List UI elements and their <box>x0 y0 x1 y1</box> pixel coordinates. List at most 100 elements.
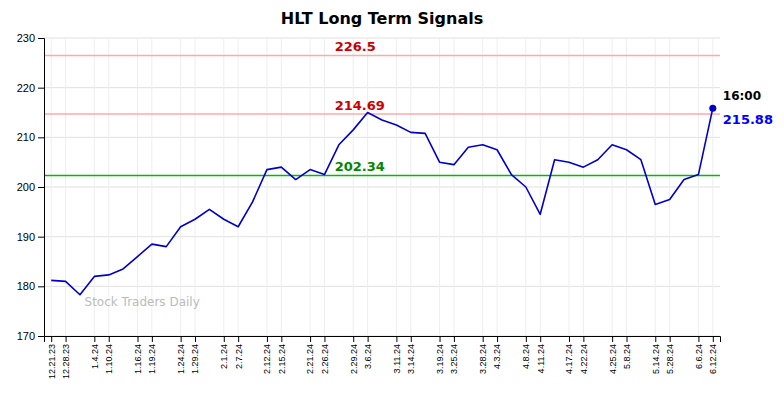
grid-line <box>655 38 656 336</box>
tick-mark <box>324 336 325 342</box>
tick-mark <box>698 336 699 342</box>
grid-line <box>223 38 224 336</box>
tick-label: 5.14.24 <box>651 344 661 374</box>
y-axis: 170180190200210220230 <box>17 32 45 342</box>
grid-line <box>410 38 411 336</box>
tick-label: 3.14.24 <box>406 344 416 374</box>
tick-label: 1.19.24 <box>147 344 157 374</box>
tick: 1.4.24 <box>90 336 100 369</box>
tick-label: 2.29.24 <box>349 344 359 374</box>
reference-label: 202.34 <box>335 159 385 174</box>
tick-label: 3.25.24 <box>449 344 459 374</box>
tick-label: 2.15.24 <box>277 344 287 374</box>
tick-mark <box>396 336 397 342</box>
grid-line <box>698 38 699 336</box>
grid-line <box>540 38 541 336</box>
title: HLT Long Term Signals <box>281 9 483 28</box>
tick-label: 4.25.24 <box>608 344 618 374</box>
tick-label: 200 <box>17 181 35 193</box>
tick-label: 3.11.24 <box>392 344 402 373</box>
tick-label: 230 <box>17 32 35 44</box>
tick-label: 1.10.24 <box>104 344 114 374</box>
line <box>51 108 713 295</box>
tick-mark <box>454 336 455 342</box>
grid-line <box>310 38 311 336</box>
x-axis: 12.21.23 12.28.23 1.4.24 1.10.24 1.16.24 1.19… <box>45 336 721 379</box>
tick: 4.8.24 <box>521 336 531 369</box>
grid-line <box>108 38 109 336</box>
tick-mark <box>109 336 110 342</box>
marks <box>44 55 720 294</box>
tick-label: 2.12.24 <box>262 344 272 374</box>
tick-label: 1.4.24 <box>90 344 100 369</box>
tick-label: 1.24.24 <box>176 344 186 374</box>
grid-line <box>266 38 267 336</box>
tick-label: 6.6.24 <box>694 344 704 369</box>
tick: 3.11.24 <box>392 336 402 373</box>
tick: 1.16.24 <box>133 336 143 374</box>
tick-mark <box>411 336 412 342</box>
tick-mark <box>483 336 484 342</box>
tick-mark <box>569 336 570 342</box>
tick-mark <box>627 336 628 342</box>
tick-mark <box>368 336 369 342</box>
tick: 180 <box>17 280 44 292</box>
tick: 2.7.24 <box>234 336 244 369</box>
tick: 12.28.23 <box>61 336 71 379</box>
tick-mark <box>540 336 541 342</box>
grid-line <box>94 38 95 336</box>
grid-line <box>568 38 569 336</box>
tick: 4.25.24 <box>608 336 618 374</box>
tick: 6.12.24 <box>708 336 718 374</box>
grid-line <box>367 38 368 336</box>
tick-mark <box>353 336 354 342</box>
annotation: 16:00 <box>723 89 761 103</box>
grid-line <box>353 38 354 336</box>
tick-mark <box>281 336 282 342</box>
grid-line <box>195 38 196 336</box>
chart: Stock Traders Daily214.69226.5202.3416:0… <box>0 0 784 398</box>
grid-line <box>44 38 720 39</box>
tick-mark <box>51 336 52 342</box>
tick-mark <box>612 336 613 342</box>
grid-line <box>137 38 138 336</box>
tick-mark <box>137 336 138 342</box>
grid-line <box>482 38 483 336</box>
tick: 12.21.23 <box>47 336 57 379</box>
grid-line <box>712 38 713 336</box>
tick-label: 2.21.24 <box>305 344 315 374</box>
tick-mark <box>224 336 225 342</box>
tick-label: 12.28.23 <box>61 344 71 379</box>
tick-mark <box>38 187 44 188</box>
grid-line <box>44 286 720 287</box>
grid <box>44 38 720 336</box>
tick: 4.17.24 <box>564 336 574 374</box>
tick-label: 3.19.24 <box>435 344 445 374</box>
tick: 4.22.24 <box>579 336 589 374</box>
tick-mark <box>655 336 656 342</box>
tick: 170 <box>17 330 44 342</box>
axis-line <box>38 39 45 337</box>
grid-line <box>151 38 152 336</box>
tick: 4.11.24 <box>536 336 546 373</box>
tick-label: 12.21.23 <box>47 344 57 379</box>
grid-line <box>612 38 613 336</box>
reference-line <box>44 113 720 115</box>
tick-label: 180 <box>17 280 35 292</box>
tick: 2.15.24 <box>277 336 287 374</box>
grid-line <box>396 38 397 336</box>
tick: 210 <box>17 131 44 143</box>
tick: 1.10.24 <box>104 336 114 374</box>
tick-label: 210 <box>17 131 35 143</box>
grid-line <box>281 38 282 336</box>
tick-mark <box>583 336 584 342</box>
tick: 1.19.24 <box>147 336 157 374</box>
watermark: Stock Traders Daily <box>85 295 200 309</box>
tick-label: 2.7.24 <box>234 344 244 369</box>
tick: 230 <box>17 32 44 44</box>
tick: 220 <box>17 82 44 94</box>
tick-mark <box>440 336 441 342</box>
axis-line <box>45 337 721 343</box>
tick-mark <box>670 336 671 342</box>
tick-mark <box>66 336 67 342</box>
